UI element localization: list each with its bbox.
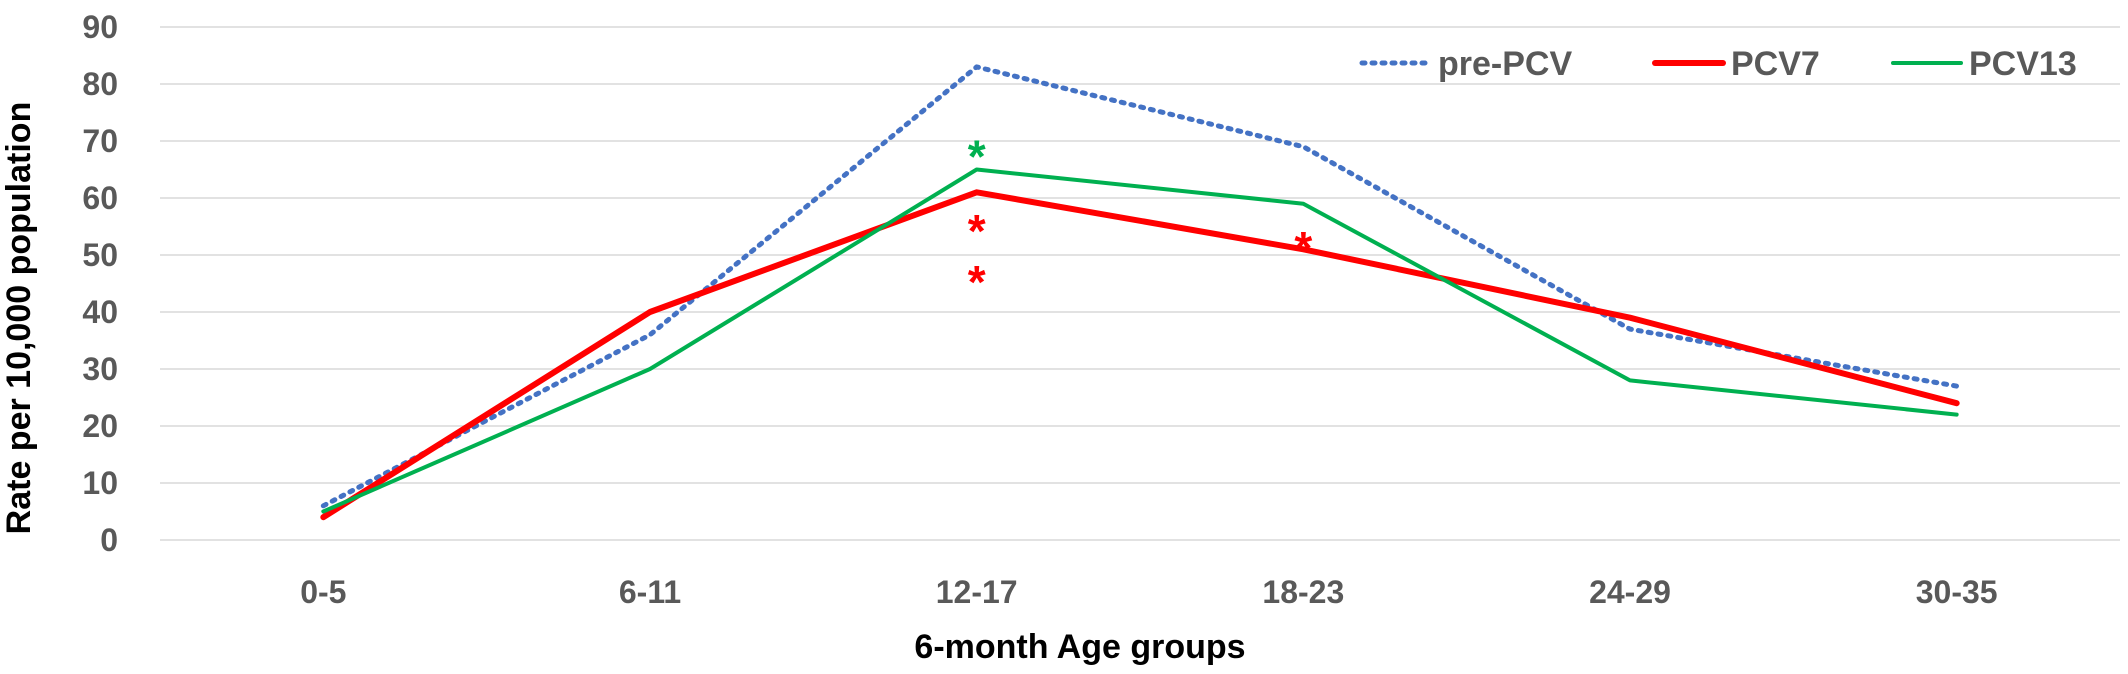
y-tick-label: 30 (82, 351, 118, 387)
series-line-pre-pcv (320, 64, 1960, 509)
significance-asterisk: * (968, 256, 986, 308)
gridlines (160, 26, 2120, 541)
x-tick-label: 30-35 (1916, 574, 1998, 610)
y-tick-label: 0 (100, 522, 118, 558)
legend: pre-PCV PCV7 PCV13 (1359, 45, 2077, 83)
significance-annotations: **** (968, 131, 1313, 308)
significance-asterisk: * (1294, 222, 1312, 274)
significance-asterisk: * (968, 131, 986, 183)
x-tick-label: 12-17 (936, 574, 1018, 610)
series-line-pcv13 (321, 167, 1959, 514)
y-tick-label: 80 (82, 66, 118, 102)
y-tick-label: 90 (82, 9, 118, 45)
series-line-pcv7 (320, 189, 1960, 521)
legend-label: pre-PCV (1438, 45, 1572, 83)
x-tick-labels: 0-5 6-11 12-17 18-23 24-29 30-35 (300, 574, 1997, 610)
x-tick-label: 6-11 (619, 574, 681, 610)
y-tick-label: 70 (82, 123, 118, 159)
y-tick-label: 50 (82, 237, 118, 273)
y-tick-label: 60 (82, 180, 118, 216)
y-tick-label: 40 (82, 294, 118, 330)
y-tick-labels: 0 10 20 30 40 50 60 70 80 90 (82, 9, 118, 558)
x-axis-title: 6-month Age groups (914, 628, 1245, 666)
x-tick-label: 24-29 (1589, 574, 1671, 610)
series-lines (320, 64, 1960, 521)
x-tick-label: 18-23 (1262, 574, 1344, 610)
x-tick-label: 0-5 (300, 574, 346, 610)
y-tick-label: 20 (82, 408, 118, 444)
y-axis-title: Rate per 10,000 population (0, 102, 38, 535)
legend-label: PCV7 (1731, 45, 1820, 83)
y-tick-label: 10 (82, 465, 118, 501)
legend-label: PCV13 (1969, 45, 2077, 83)
significance-asterisk: * (968, 205, 986, 257)
